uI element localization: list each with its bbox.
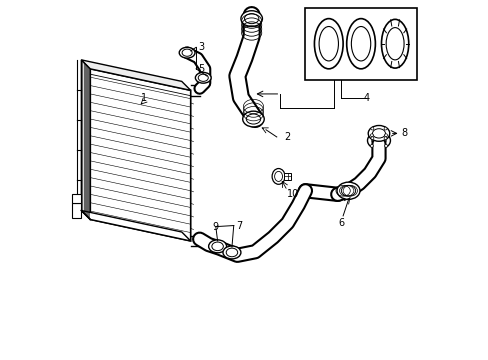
Ellipse shape (244, 14, 258, 24)
Circle shape (370, 127, 373, 130)
Ellipse shape (274, 171, 282, 181)
Text: 8: 8 (400, 129, 407, 138)
Ellipse shape (195, 72, 211, 83)
Ellipse shape (386, 28, 403, 60)
Text: 3: 3 (198, 42, 204, 52)
Bar (72, 203, 81, 218)
Circle shape (370, 137, 373, 140)
Bar (305, 8, 416, 80)
Ellipse shape (346, 19, 375, 69)
Polygon shape (81, 60, 90, 220)
Bar (72, 194, 81, 203)
Ellipse shape (246, 114, 260, 124)
Ellipse shape (198, 74, 208, 81)
Ellipse shape (242, 111, 264, 127)
Circle shape (384, 137, 386, 140)
Ellipse shape (336, 182, 359, 199)
Polygon shape (81, 60, 190, 90)
Circle shape (370, 144, 372, 147)
Text: 5: 5 (198, 64, 204, 74)
Polygon shape (81, 211, 190, 241)
Ellipse shape (367, 132, 389, 149)
Text: 9: 9 (212, 222, 219, 231)
Ellipse shape (179, 47, 195, 58)
Ellipse shape (367, 126, 389, 141)
Text: 2: 2 (284, 132, 290, 142)
Circle shape (384, 127, 386, 130)
Text: 1: 1 (141, 93, 147, 103)
Text: 10: 10 (286, 189, 299, 199)
Ellipse shape (314, 19, 343, 69)
Ellipse shape (241, 11, 262, 27)
Text: 6: 6 (338, 218, 344, 228)
Ellipse shape (372, 129, 385, 138)
Circle shape (384, 144, 386, 147)
Ellipse shape (271, 168, 285, 184)
Ellipse shape (319, 27, 338, 61)
Ellipse shape (226, 248, 237, 257)
Ellipse shape (208, 240, 226, 253)
Bar (284, 173, 290, 180)
Ellipse shape (182, 49, 192, 56)
Polygon shape (90, 69, 190, 241)
Ellipse shape (351, 27, 370, 61)
Ellipse shape (371, 135, 386, 146)
Ellipse shape (223, 246, 241, 259)
Ellipse shape (381, 19, 408, 68)
Circle shape (384, 134, 386, 137)
Circle shape (370, 134, 372, 137)
Text: 4: 4 (363, 93, 369, 103)
Ellipse shape (211, 242, 223, 251)
Text: 7: 7 (236, 221, 242, 230)
Ellipse shape (341, 185, 355, 196)
